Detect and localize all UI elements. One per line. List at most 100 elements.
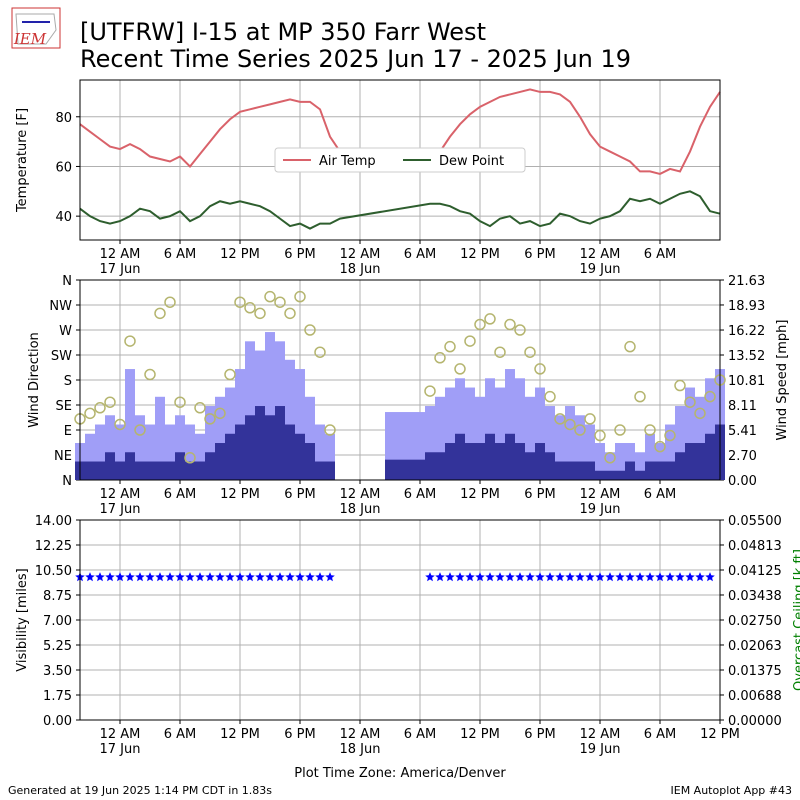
footer-generated: Generated at 19 Jun 2025 1:14 PM CDT in … xyxy=(8,784,272,797)
point xyxy=(325,572,335,582)
bar xyxy=(445,443,455,480)
bar xyxy=(515,378,525,480)
point xyxy=(524,346,536,358)
y2-tick-label: 13.52 xyxy=(728,349,765,364)
bar xyxy=(705,378,715,480)
point xyxy=(265,572,275,582)
point xyxy=(274,296,286,308)
point xyxy=(475,572,485,582)
x-tick-label: 12 AM 18 Jun xyxy=(340,487,381,517)
point xyxy=(285,572,295,582)
y2-tick-label: 18.93 xyxy=(728,299,765,314)
point xyxy=(635,572,645,582)
y-tick-label: S xyxy=(64,374,72,389)
point xyxy=(435,572,445,582)
point xyxy=(634,390,646,403)
y-tick-label: 12.25 xyxy=(35,539,72,554)
y-tick-label: 7.00 xyxy=(43,614,72,629)
point xyxy=(674,379,686,392)
point xyxy=(584,413,596,425)
point xyxy=(645,572,655,582)
bar xyxy=(625,461,635,480)
point xyxy=(564,418,576,431)
y-tick-label: 0.00 xyxy=(43,714,72,729)
point xyxy=(205,572,215,582)
bar xyxy=(545,406,555,480)
bar xyxy=(405,412,415,480)
y2-tick-label: 0.05500 xyxy=(728,514,782,529)
x-tick-label: 6 AM xyxy=(164,487,197,502)
x-tick-label: 12 AM 17 Jun xyxy=(100,487,141,517)
y-tick-label: 40 xyxy=(55,210,72,225)
point xyxy=(544,390,556,403)
y-tick-label: 3.50 xyxy=(43,664,72,679)
bar xyxy=(465,443,475,480)
logo-text: IEM xyxy=(13,30,47,48)
point xyxy=(85,572,95,582)
bar xyxy=(415,459,425,480)
bar xyxy=(135,461,145,480)
x-tick-label: 12 PM xyxy=(460,247,500,262)
bar xyxy=(655,461,665,480)
point xyxy=(134,424,146,436)
y2-tick-label: 0.00000 xyxy=(728,714,782,729)
bar xyxy=(555,415,565,480)
bar xyxy=(495,387,505,480)
x-tick-label: 12 AM 19 Jun xyxy=(580,487,621,517)
bar xyxy=(305,443,315,480)
footer-app: IEM Autoplot App #43 xyxy=(671,784,793,797)
y2-tick-label: 0.00688 xyxy=(728,689,782,704)
bar xyxy=(315,461,325,480)
legend-label: Air Temp xyxy=(319,154,376,169)
point xyxy=(155,572,165,582)
point xyxy=(284,307,296,320)
bar xyxy=(445,387,455,480)
point xyxy=(224,368,236,381)
y-tick-label: N xyxy=(62,274,72,289)
y2-tick-label: 0.03438 xyxy=(728,589,782,604)
y-tick-label: 14.00 xyxy=(35,514,72,529)
point xyxy=(95,572,105,582)
y2-tick-label: 0.04813 xyxy=(728,539,782,554)
point xyxy=(194,402,206,414)
point xyxy=(455,572,465,582)
y2-axis-label: Overcast Ceiling [k ft] xyxy=(792,549,800,691)
point xyxy=(304,324,316,336)
point xyxy=(694,407,706,420)
bar xyxy=(595,443,605,480)
bar xyxy=(385,459,395,480)
bar xyxy=(425,406,435,480)
point xyxy=(604,452,616,464)
x-tick-label: 6 PM xyxy=(524,727,555,742)
y2-tick-label: 10.81 xyxy=(728,374,765,389)
point xyxy=(425,572,435,582)
point xyxy=(264,290,276,303)
x-tick-label: 12 AM 19 Jun xyxy=(580,727,621,757)
point xyxy=(454,363,466,375)
bar xyxy=(265,332,275,480)
bar xyxy=(175,415,185,480)
point xyxy=(445,572,455,582)
plot-frame xyxy=(79,519,721,721)
y2-tick-label: 2.70 xyxy=(728,449,757,464)
point xyxy=(184,452,196,464)
point xyxy=(574,424,586,436)
y2-tick-label: 5.41 xyxy=(728,424,757,439)
point xyxy=(314,346,326,358)
y-tick-label: W xyxy=(59,324,72,339)
point xyxy=(324,424,336,436)
bar xyxy=(425,452,435,480)
y2-tick-label: 16.22 xyxy=(728,324,765,339)
point xyxy=(144,368,156,381)
point xyxy=(245,572,255,582)
point xyxy=(555,572,565,582)
bar xyxy=(215,443,225,480)
bar xyxy=(535,443,545,480)
bar xyxy=(415,412,425,480)
bar xyxy=(525,396,535,480)
bar xyxy=(175,452,185,480)
point xyxy=(175,572,185,582)
bar xyxy=(205,452,215,480)
bar xyxy=(695,396,705,480)
bar xyxy=(315,424,325,480)
